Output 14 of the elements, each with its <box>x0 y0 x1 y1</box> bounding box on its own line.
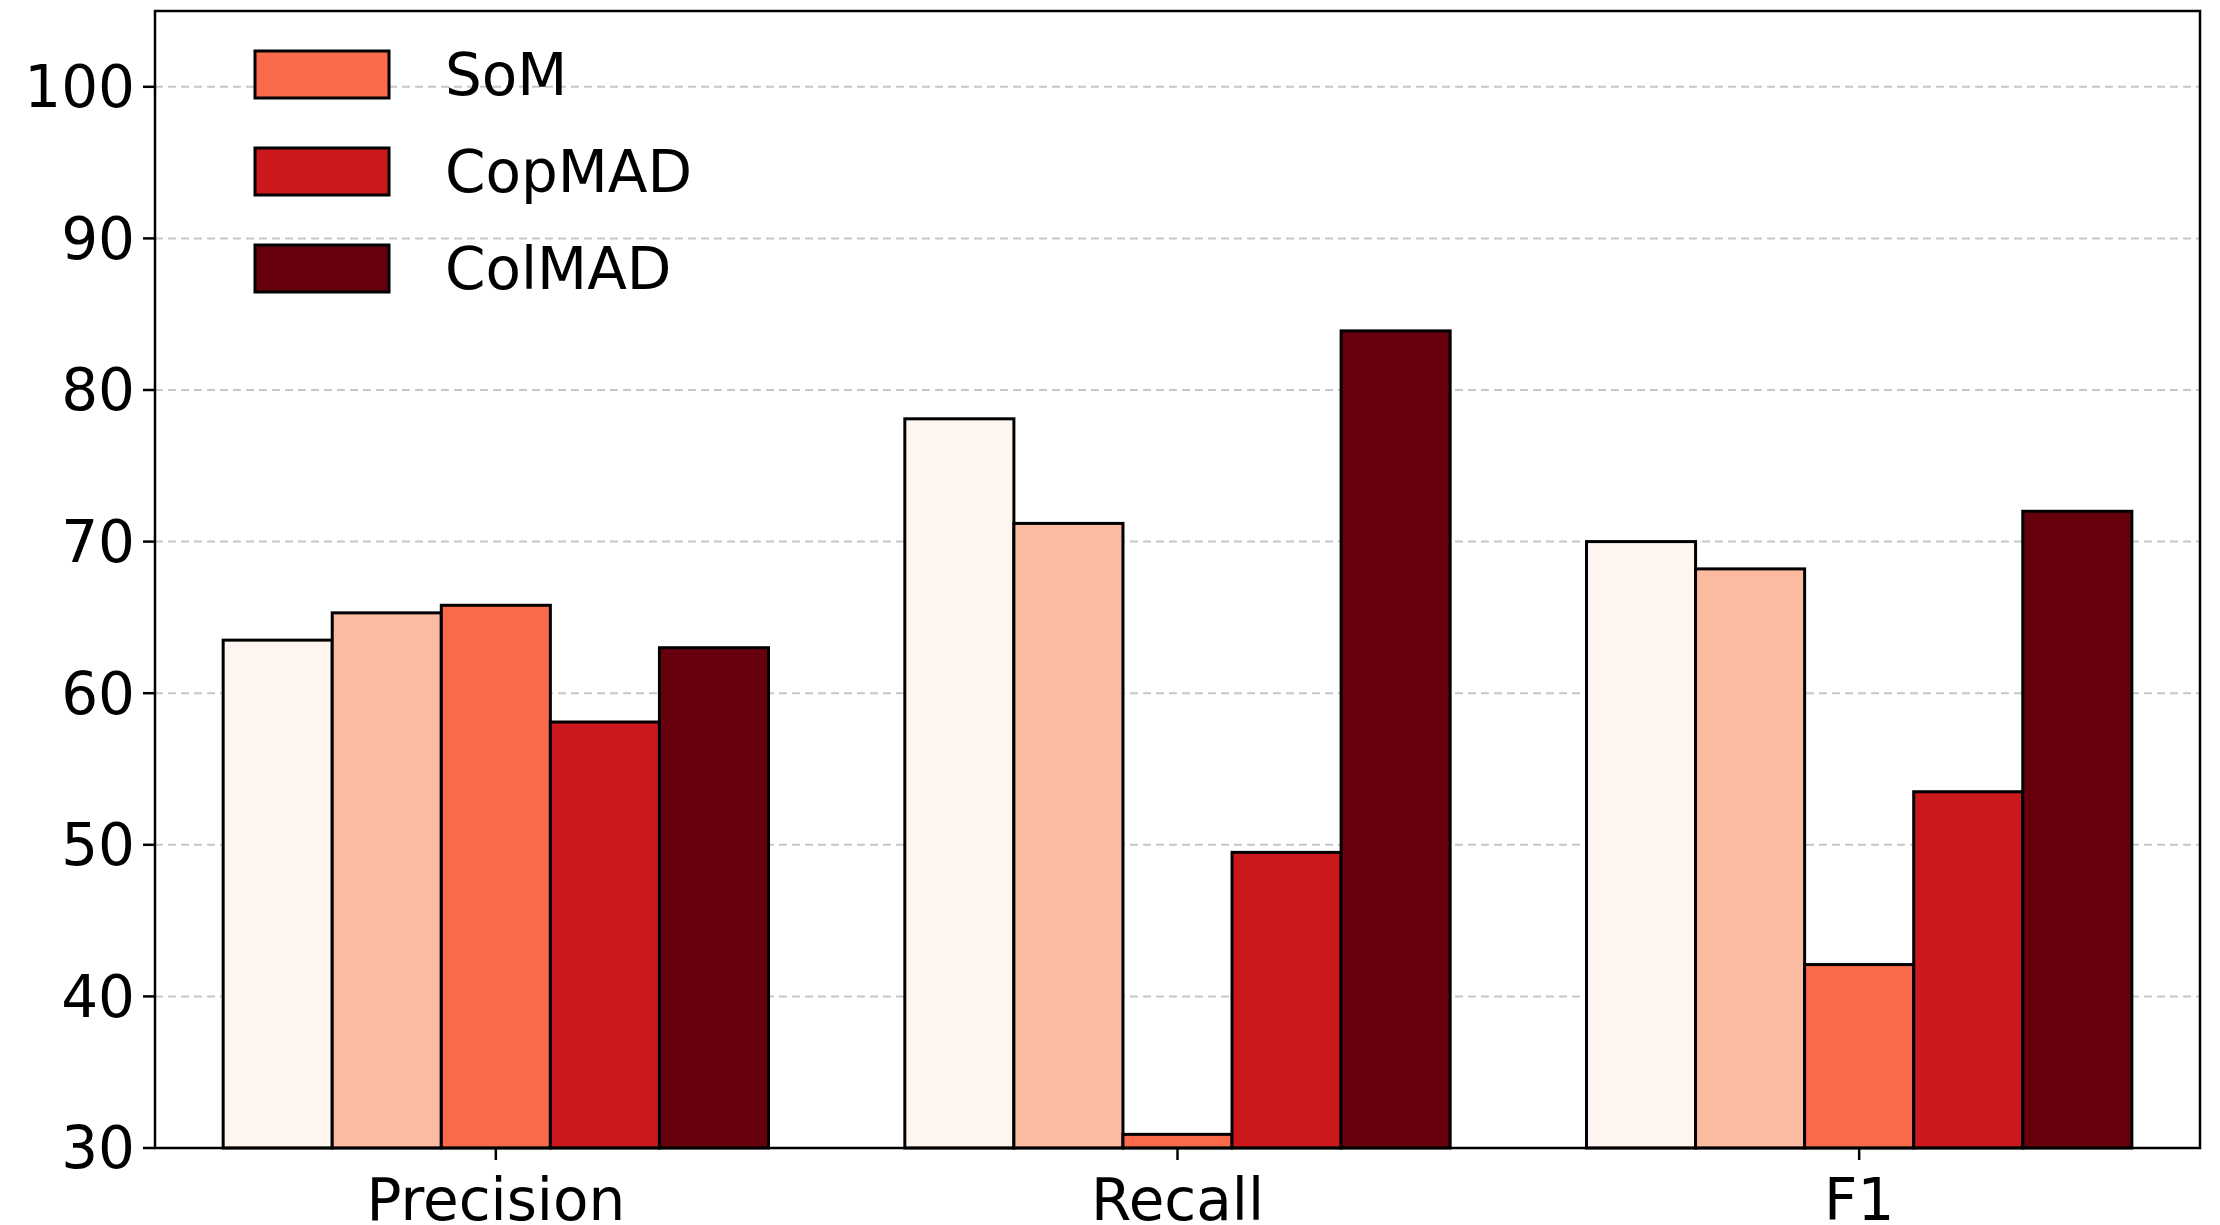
legend-label: ColMAD <box>445 235 672 304</box>
y-tick-label: 80 <box>61 356 135 425</box>
x-tick-label: F1 <box>1824 1166 1895 1225</box>
legend-label: CopMAD <box>445 138 693 207</box>
y-tick-label: 70 <box>61 507 135 576</box>
y-tick-label: 60 <box>61 659 135 728</box>
y-tick-label: 40 <box>61 962 135 1031</box>
y-tick-label: 100 <box>24 53 135 122</box>
x-tick-label: Precision <box>366 1166 626 1225</box>
y-tick-label: 50 <box>61 811 135 880</box>
legend-label: SoM <box>445 41 568 110</box>
x-tick-label: Recall <box>1090 1166 1265 1225</box>
y-tick-label: 30 <box>61 1114 135 1183</box>
y-tick-label: 90 <box>61 204 135 273</box>
